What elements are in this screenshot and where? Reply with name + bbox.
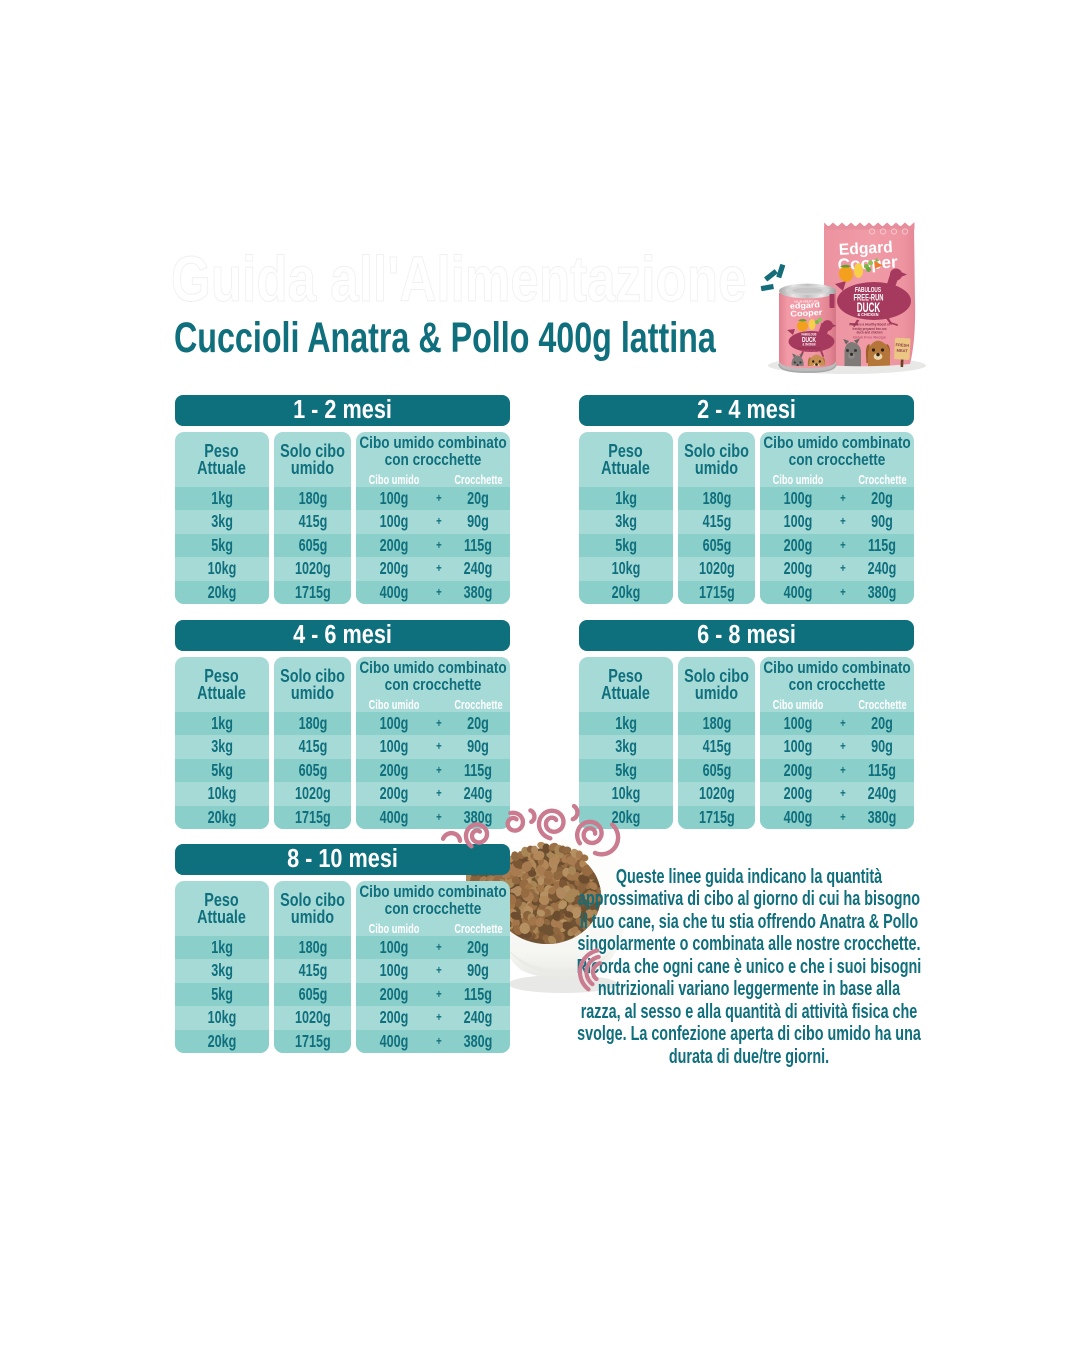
svg-text:& CHICKEN: & CHICKEN <box>858 312 879 318</box>
svg-text:DUCK: DUCK <box>857 300 881 315</box>
svg-text:MEAT: MEAT <box>896 348 908 354</box>
svg-text:FRESH: FRESH <box>896 342 910 348</box>
svg-text:Grain Free: Grain Free <box>802 350 817 353</box>
svg-text:FREE-RUN: FREE-RUN <box>854 293 884 303</box>
svg-text:edgard: edgard <box>790 300 821 311</box>
svg-text:Includes a Healthy Boost of: Includes a Healthy Boost of <box>849 323 891 327</box>
svg-text:Edgard: Edgard <box>838 239 893 259</box>
svg-text:& CHICKEN: & CHICKEN <box>803 342 817 346</box>
svg-text:FABULOUS: FABULOUS <box>802 333 817 337</box>
svg-text:Cooper: Cooper <box>837 252 898 274</box>
svg-text:duck and chicken: duck and chicken <box>857 331 883 335</box>
svg-text:Cooper: Cooper <box>790 308 823 319</box>
svg-text:freshly prepared free-run: freshly prepared free-run <box>853 327 887 331</box>
svg-text:Includes a Healthy Boost: Includes a Healthy Boost <box>798 347 820 350</box>
svg-text:DUCK: DUCK <box>802 335 816 344</box>
svg-text:ALL IN GREAT LIFE: ALL IN GREAT LIFE <box>794 300 818 304</box>
svg-text:Grain Free Recipe: Grain Free Recipe <box>853 336 886 340</box>
svg-text:FABULOUS: FABULOUS <box>855 287 881 294</box>
